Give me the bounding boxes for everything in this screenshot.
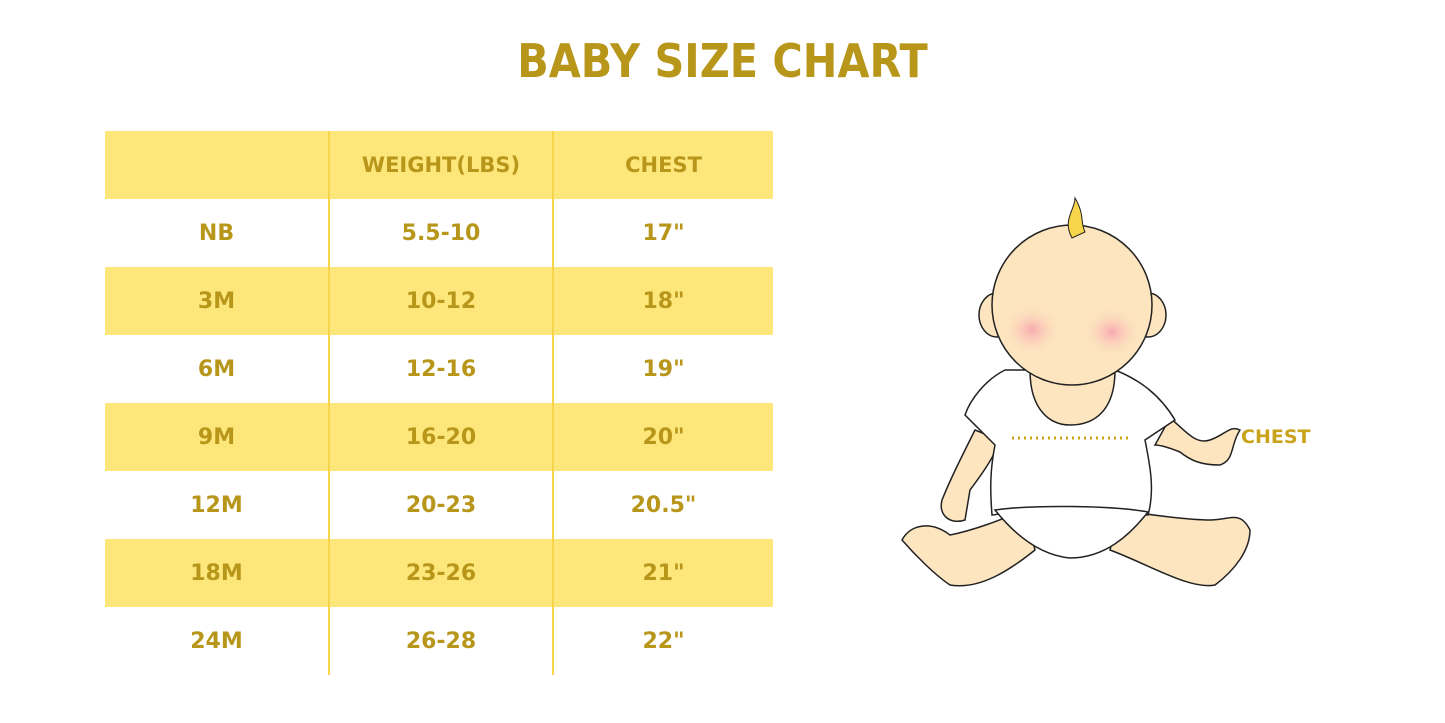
table-row: 12M 20-23 20.5" [105, 471, 773, 539]
table-row: 24M 26-28 22" [105, 607, 773, 675]
size-cell: 9M [197, 424, 236, 450]
chest-cell: 21" [642, 560, 685, 586]
size-cell: 18M [190, 560, 243, 586]
weight-cell: 16-20 [328, 403, 554, 471]
chest-cell: 17" [642, 220, 685, 246]
table-row: 3M 10-12 18" [105, 267, 773, 335]
size-cell: 12M [190, 492, 243, 518]
size-table: WEIGHT(LBS) CHEST NB 5.5-10 17" 3M 10-12 18" 6… [105, 131, 773, 675]
weight-cell: 10-12 [328, 267, 554, 335]
weight-cell: 23-26 [328, 539, 554, 607]
chest-cell: 18" [642, 288, 685, 314]
chest-cell: 20" [642, 424, 685, 450]
table-row: NB 5.5-10 17" [105, 199, 773, 267]
baby-illustration [901, 196, 1251, 587]
chest-cell: 19" [642, 356, 685, 382]
chest-label: CHEST [1241, 426, 1311, 448]
size-cell: NB [198, 220, 235, 246]
weight-cell: 12-16 [328, 335, 554, 403]
weight-cell: 20-23 [328, 471, 554, 539]
weight-cell: 26-28 [328, 607, 554, 675]
size-cell: 6M [197, 356, 236, 382]
table-row: 9M 16-20 20" [105, 403, 773, 471]
table-header-row: WEIGHT(LBS) CHEST [105, 131, 773, 199]
table-row: 6M 12-16 19" [105, 335, 773, 403]
weight-cell: 5.5-10 [328, 199, 554, 267]
header-chest: CHEST [625, 153, 702, 177]
page-title: BABY SIZE CHART [517, 34, 928, 88]
chest-cell: 20.5" [630, 492, 697, 518]
chest-cell: 22" [642, 628, 685, 654]
header-size [105, 131, 329, 199]
table-row: 18M 23-26 21" [105, 539, 773, 607]
size-cell: 24M [190, 628, 243, 654]
size-cell: 3M [197, 288, 236, 314]
header-weight: WEIGHT(LBS) [328, 131, 554, 199]
